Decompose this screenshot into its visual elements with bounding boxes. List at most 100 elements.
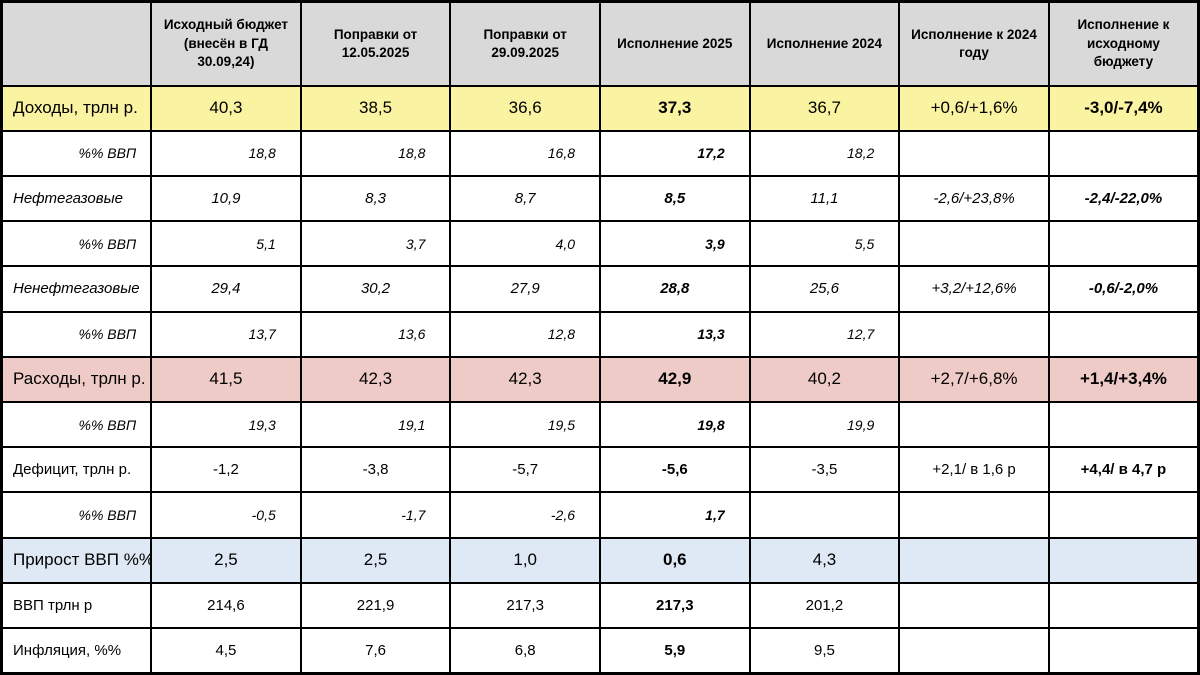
cell: +0,6/+1,6% — [898, 84, 1050, 132]
cell: 18,8 — [299, 129, 452, 177]
row-label: Ненефтегазовые — [0, 265, 153, 313]
cell: -5,6 — [599, 446, 751, 494]
cell: 8,3 — [299, 174, 452, 223]
cell: 13,7 — [150, 310, 302, 358]
cell: -1,7 — [299, 491, 452, 539]
cell — [1047, 220, 1200, 268]
cell: -1,2 — [150, 446, 302, 494]
cell: +2,1/ в 1,6 р — [898, 446, 1050, 494]
cell — [898, 310, 1050, 358]
header-cell-empty — [0, 0, 153, 87]
cell — [898, 129, 1050, 177]
cell: 214,6 — [150, 581, 302, 630]
cell: 2,5 — [299, 536, 452, 584]
row-label: %% ВВП — [0, 491, 153, 539]
row-label: %% ВВП — [0, 401, 153, 449]
cell: 19,9 — [748, 401, 901, 449]
cell: 2,5 — [150, 536, 302, 584]
cell: 19,1 — [299, 401, 452, 449]
cell — [1047, 310, 1200, 358]
cell: 8,7 — [449, 174, 601, 223]
cell: 6,8 — [449, 627, 601, 675]
header-cell-vs-initial: Исполнение к исходному бюджету — [1047, 0, 1200, 87]
row-label: Прирост ВВП %% — [0, 536, 153, 584]
cell: 18,8 — [150, 129, 302, 177]
cell: -2,4/-22,0% — [1047, 174, 1200, 223]
cell — [1047, 129, 1200, 177]
header-cell-execution-2024: Исполнение 2024 — [748, 0, 901, 87]
cell: 36,6 — [449, 84, 601, 132]
cell: 5,5 — [748, 220, 901, 268]
cell: 10,9 — [150, 174, 302, 223]
row-label: %% ВВП — [0, 220, 153, 268]
cell — [898, 627, 1050, 675]
cell: 42,3 — [299, 355, 452, 404]
table-row: Доходы, трлн р. 40,3 38,5 36,6 37,3 36,7… — [0, 84, 1200, 132]
row-label: %% ВВП — [0, 129, 153, 177]
header-cell-vs-2024: Исполнение к 2024 году — [898, 0, 1050, 87]
header-cell-amend-may: Поправки от 12.05.2025 — [299, 0, 452, 87]
cell: 42,9 — [599, 355, 751, 404]
header-cell-execution-2025: Исполнение 2025 — [599, 0, 751, 87]
cell: 40,3 — [150, 84, 302, 132]
row-label: Доходы, трлн р. — [0, 84, 153, 132]
cell: 29,4 — [150, 265, 302, 313]
table-row: %% ВВП 19,3 19,1 19,5 19,8 19,9 — [0, 401, 1200, 449]
cell — [1047, 491, 1200, 539]
cell: 42,3 — [449, 355, 601, 404]
cell: 19,5 — [449, 401, 601, 449]
cell: 4,5 — [150, 627, 302, 675]
cell — [898, 220, 1050, 268]
table-header: Исходный бюджет (внесён в ГД 30.09,24) П… — [0, 0, 1200, 87]
cell: +3,2/+12,6% — [898, 265, 1050, 313]
cell: 1,0 — [449, 536, 601, 584]
cell — [1047, 536, 1200, 584]
cell: 8,5 — [599, 174, 751, 223]
cell: 5,1 — [150, 220, 302, 268]
header-row: Исходный бюджет (внесён в ГД 30.09,24) П… — [0, 0, 1200, 87]
cell: 12,8 — [449, 310, 601, 358]
cell: 18,2 — [748, 129, 901, 177]
cell: 0,6 — [599, 536, 751, 584]
cell: -3,0/-7,4% — [1047, 84, 1200, 132]
table-row: %% ВВП 18,8 18,8 16,8 17,2 18,2 — [0, 129, 1200, 177]
cell: +4,4/ в 4,7 р — [1047, 446, 1200, 494]
table-row: Нефтегазовые 10,9 8,3 8,7 8,5 11,1 -2,6/… — [0, 174, 1200, 223]
cell: -0,6/-2,0% — [1047, 265, 1200, 313]
cell: 27,9 — [449, 265, 601, 313]
cell: 17,2 — [599, 129, 751, 177]
cell: 201,2 — [748, 581, 901, 630]
cell: 36,7 — [748, 84, 901, 132]
cell — [898, 401, 1050, 449]
header-cell-amend-sep: Поправки от 29.09.2025 — [449, 0, 601, 87]
cell: -0,5 — [150, 491, 302, 539]
cell: 11,1 — [748, 174, 901, 223]
table-body: Доходы, трлн р. 40,3 38,5 36,6 37,3 36,7… — [0, 84, 1200, 675]
cell: 217,3 — [599, 581, 751, 630]
cell — [898, 536, 1050, 584]
cell: 1,7 — [599, 491, 751, 539]
row-label: Нефтегазовые — [0, 174, 153, 223]
row-label: Расходы, трлн р. — [0, 355, 153, 404]
cell: 4,3 — [748, 536, 901, 584]
cell — [1047, 627, 1200, 675]
cell: 13,6 — [299, 310, 452, 358]
cell: 12,7 — [748, 310, 901, 358]
cell: 3,9 — [599, 220, 751, 268]
row-label: ВВП трлн р — [0, 581, 153, 630]
cell: 40,2 — [748, 355, 901, 404]
cell: 7,6 — [299, 627, 452, 675]
table-row: Расходы, трлн р. 41,5 42,3 42,3 42,9 40,… — [0, 355, 1200, 404]
cell: -5,7 — [449, 446, 601, 494]
header-cell-initial-budget: Исходный бюджет (внесён в ГД 30.09,24) — [150, 0, 302, 87]
table-row: Дефицит, трлн р. -1,2 -3,8 -5,7 -5,6 -3,… — [0, 446, 1200, 494]
cell: +1,4/+3,4% — [1047, 355, 1200, 404]
table-row: Инфляция, %% 4,5 7,6 6,8 5,9 9,5 — [0, 627, 1200, 675]
cell: 38,5 — [299, 84, 452, 132]
cell: 5,9 — [599, 627, 751, 675]
table-row: ВВП трлн р 214,6 221,9 217,3 217,3 201,2 — [0, 581, 1200, 630]
cell: -3,5 — [748, 446, 901, 494]
cell: -2,6 — [449, 491, 601, 539]
table-row: %% ВВП 13,7 13,6 12,8 13,3 12,7 — [0, 310, 1200, 358]
